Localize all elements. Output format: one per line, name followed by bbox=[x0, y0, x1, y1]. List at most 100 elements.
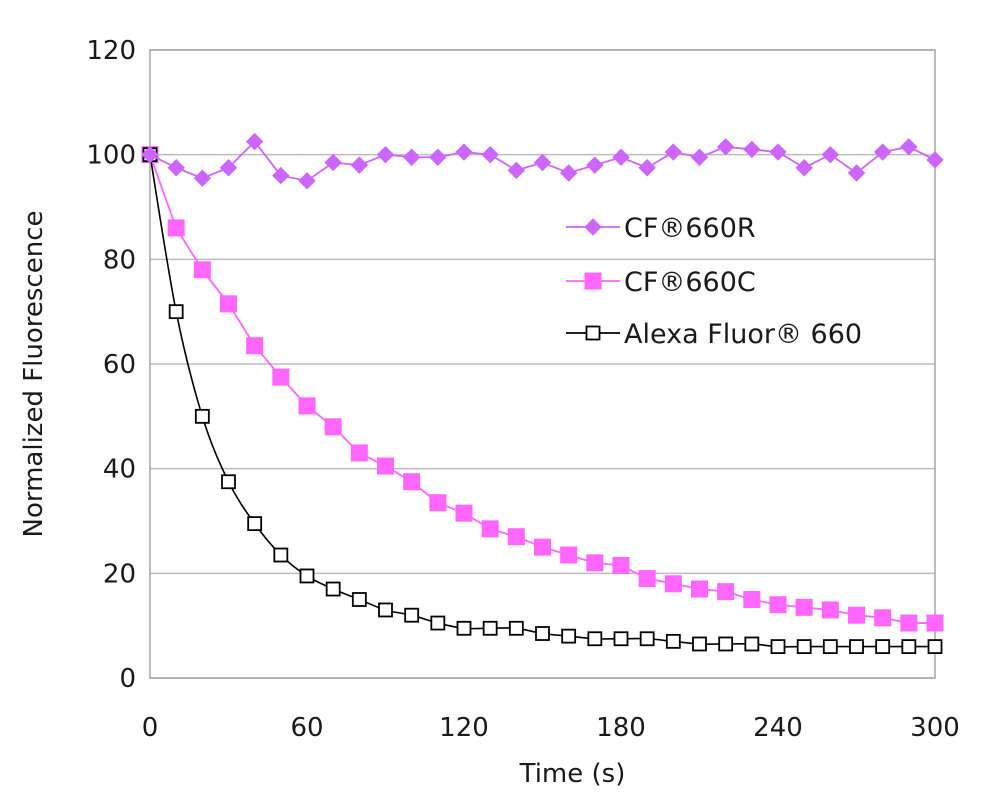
y-tick-label: 0 bbox=[119, 664, 136, 694]
data-point-cf660c-10 bbox=[167, 219, 185, 237]
data-point-cf660c-270 bbox=[848, 606, 865, 624]
data-point-cf660c-240 bbox=[769, 596, 787, 614]
series-cf660c bbox=[141, 146, 944, 632]
data-point-alexa-fluor-660-210 bbox=[692, 636, 707, 652]
data-point-cf660r-130 bbox=[481, 145, 499, 164]
data-point-cf660c-130 bbox=[481, 520, 499, 538]
legend-label-cf660r: CF®660R bbox=[624, 213, 756, 244]
data-point-cf660c-230 bbox=[743, 591, 761, 608]
data-point-cf660r-200 bbox=[664, 143, 683, 161]
data-point-cf660c-40 bbox=[246, 337, 264, 355]
data-point-cf660c-60 bbox=[298, 397, 316, 415]
legend-item-cf660r: CF®660R bbox=[566, 213, 756, 244]
data-point-alexa-fluor-660-90 bbox=[378, 602, 393, 618]
data-point-cf660c-250 bbox=[795, 598, 813, 616]
data-point-cf660r-40 bbox=[245, 132, 264, 151]
legend-marker-cf660c bbox=[584, 272, 602, 290]
data-point-alexa-fluor-660-120 bbox=[456, 620, 472, 636]
y-axis-ticks: 0 20 40 60 80 100 120 bbox=[86, 36, 136, 694]
data-point-alexa-fluor-660-140 bbox=[508, 620, 524, 636]
series-layer bbox=[141, 132, 944, 654]
data-point-cf660c-170 bbox=[586, 554, 604, 572]
data-point-cf660c-30 bbox=[220, 295, 237, 313]
data-point-cf660r-30 bbox=[219, 159, 238, 177]
data-point-alexa-fluor-660-110 bbox=[430, 615, 446, 631]
y-tick-label: 60 bbox=[103, 350, 136, 380]
data-point-alexa-fluor-660-220 bbox=[718, 636, 734, 652]
x-tick-label: 300 bbox=[910, 713, 960, 743]
data-point-cf660c-140 bbox=[507, 528, 525, 546]
data-point-cf660c-120 bbox=[455, 504, 473, 522]
data-point-cf660r-210 bbox=[690, 148, 709, 166]
series-alexa-fluor-660 bbox=[142, 147, 943, 654]
data-point-alexa-fluor-660-130 bbox=[482, 620, 498, 636]
data-point-cf660r-150 bbox=[533, 153, 552, 172]
data-point-cf660r-70 bbox=[324, 153, 342, 172]
legend-marker-alexa-fluor-660 bbox=[585, 325, 601, 341]
data-point-cf660r-300 bbox=[926, 151, 944, 169]
data-point-alexa-fluor-660-10 bbox=[168, 304, 184, 320]
series-cf660r bbox=[141, 132, 944, 190]
data-point-alexa-fluor-660-290 bbox=[901, 639, 917, 654]
data-point-cf660r-140 bbox=[507, 161, 526, 180]
y-axis-label: Normalized Fluorescence bbox=[19, 211, 49, 538]
x-axis-label: Time (s) bbox=[519, 759, 626, 789]
y-tick-label: 120 bbox=[86, 36, 136, 66]
data-point-cf660c-80 bbox=[350, 444, 368, 462]
data-point-cf660r-0 bbox=[141, 145, 159, 164]
data-point-cf660r-20 bbox=[193, 169, 212, 187]
legend-label-alexa-fluor-660: Alexa Fluor® 660 bbox=[624, 319, 862, 350]
data-point-alexa-fluor-660-20 bbox=[194, 408, 210, 424]
x-tick-label: 240 bbox=[753, 713, 803, 743]
legend-marker-cf660r bbox=[584, 218, 602, 236]
data-point-cf660c-200 bbox=[664, 575, 682, 593]
data-point-cf660c-50 bbox=[272, 368, 290, 386]
data-point-cf660r-240 bbox=[769, 143, 787, 161]
data-point-cf660c-300 bbox=[926, 614, 944, 632]
data-point-cf660c-220 bbox=[717, 583, 735, 601]
x-tick-label: 120 bbox=[439, 713, 489, 743]
data-point-alexa-fluor-660-180 bbox=[613, 631, 629, 647]
data-point-alexa-fluor-660-260 bbox=[822, 639, 838, 654]
data-point-alexa-fluor-660-190 bbox=[639, 631, 655, 647]
data-point-cf660c-280 bbox=[874, 609, 892, 627]
data-point-cf660r-270 bbox=[847, 164, 866, 182]
y-tick-label: 20 bbox=[103, 559, 136, 589]
data-point-cf660r-190 bbox=[638, 159, 656, 177]
data-point-cf660r-170 bbox=[586, 156, 604, 174]
data-point-cf660r-180 bbox=[612, 148, 630, 166]
data-point-cf660c-150 bbox=[534, 538, 551, 556]
data-point-cf660r-250 bbox=[795, 159, 813, 177]
data-point-alexa-fluor-660-270 bbox=[849, 639, 864, 654]
data-point-cf660r-220 bbox=[716, 138, 735, 156]
data-point-cf660r-60 bbox=[298, 172, 316, 190]
data-point-alexa-fluor-660-200 bbox=[665, 633, 681, 649]
x-tick-label: 60 bbox=[290, 713, 323, 743]
data-point-cf660r-110 bbox=[429, 148, 447, 166]
data-point-alexa-fluor-660-80 bbox=[351, 592, 367, 607]
x-tick-label: 0 bbox=[142, 713, 159, 743]
data-point-alexa-fluor-660-100 bbox=[404, 607, 420, 623]
data-point-alexa-fluor-660-60 bbox=[299, 568, 315, 584]
data-point-cf660c-190 bbox=[638, 570, 656, 588]
data-point-cf660r-10 bbox=[167, 159, 185, 177]
legend: CF®660R CF®660C Alexa Fluor® 660 bbox=[566, 213, 862, 350]
data-point-cf660c-290 bbox=[900, 614, 918, 632]
data-point-alexa-fluor-660-240 bbox=[770, 639, 786, 654]
data-point-cf660r-280 bbox=[873, 143, 892, 161]
gridlines bbox=[150, 49, 935, 679]
data-point-cf660c-180 bbox=[612, 556, 630, 574]
data-point-cf660r-100 bbox=[402, 148, 421, 166]
data-point-cf660c-20 bbox=[193, 261, 211, 279]
data-point-cf660r-260 bbox=[821, 145, 840, 164]
y-tick-label: 40 bbox=[103, 455, 136, 485]
data-point-alexa-fluor-660-160 bbox=[561, 628, 577, 644]
data-point-alexa-fluor-660-170 bbox=[587, 631, 603, 647]
y-tick-label: 80 bbox=[103, 245, 136, 275]
x-tick-label: 180 bbox=[596, 713, 646, 743]
data-point-cf660r-290 bbox=[900, 138, 918, 156]
data-point-alexa-fluor-660-30 bbox=[221, 474, 236, 490]
data-point-cf660c-160 bbox=[560, 546, 578, 564]
data-point-cf660c-210 bbox=[691, 580, 708, 598]
